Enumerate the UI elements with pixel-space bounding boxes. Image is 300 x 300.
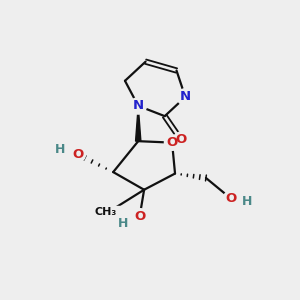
Circle shape xyxy=(173,132,189,147)
Text: O: O xyxy=(134,210,145,223)
Text: O: O xyxy=(175,133,187,146)
Text: H: H xyxy=(54,142,65,156)
Circle shape xyxy=(223,191,238,206)
Text: O: O xyxy=(134,210,145,223)
Text: CH₃: CH₃ xyxy=(95,207,117,217)
Text: O: O xyxy=(225,192,237,205)
Circle shape xyxy=(164,135,180,150)
Text: O: O xyxy=(167,136,178,149)
Text: O: O xyxy=(225,192,237,205)
Text: H: H xyxy=(54,142,65,156)
Text: H: H xyxy=(242,195,252,208)
Text: N: N xyxy=(133,99,144,112)
Text: H: H xyxy=(242,195,252,208)
Circle shape xyxy=(70,147,85,162)
Text: N: N xyxy=(180,91,191,103)
Circle shape xyxy=(130,98,146,114)
Text: H: H xyxy=(118,217,129,230)
Bar xyxy=(95,206,122,218)
Circle shape xyxy=(177,89,194,105)
Text: N: N xyxy=(133,99,144,112)
Polygon shape xyxy=(136,106,141,141)
Text: O: O xyxy=(72,148,83,161)
Text: O: O xyxy=(167,136,178,149)
Circle shape xyxy=(132,208,147,224)
Text: O: O xyxy=(175,133,187,146)
Text: O: O xyxy=(72,148,83,161)
Text: CH₃: CH₃ xyxy=(95,207,117,217)
Text: N: N xyxy=(180,91,191,103)
Text: H: H xyxy=(118,217,129,230)
